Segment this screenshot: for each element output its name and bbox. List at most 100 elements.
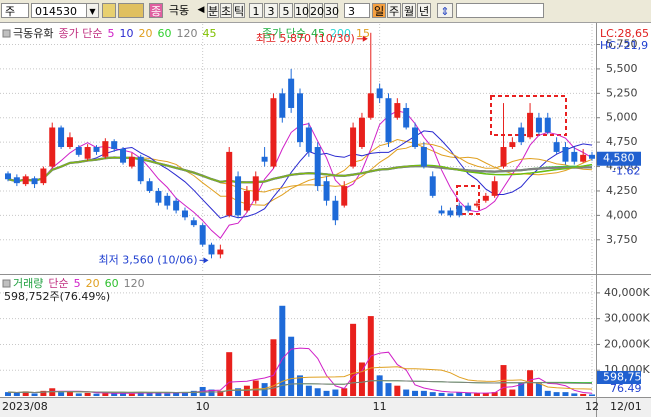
volume-bar	[332, 389, 339, 396]
scroll-left[interactable]: ◀	[197, 5, 205, 15]
volume-bar	[553, 392, 560, 396]
toolbar-button[interactable]: 월	[402, 3, 416, 18]
candle-body	[518, 127, 525, 143]
legend-icon	[2, 279, 11, 288]
search-icon[interactable]	[102, 3, 116, 18]
toolbar-button[interactable]: 20	[309, 3, 324, 18]
y-tick-label: 4,250	[606, 184, 638, 197]
moving-average	[7, 347, 593, 394]
candle-body	[589, 154, 595, 159]
candle-body	[527, 112, 534, 138]
volume-bar	[562, 392, 569, 396]
volume-bar	[128, 393, 135, 396]
dropdown[interactable]: ▼	[86, 3, 99, 18]
legend-label: 120	[124, 277, 145, 290]
candle-body	[580, 154, 587, 162]
candle-body	[447, 210, 454, 216]
volume-bar	[22, 391, 29, 396]
volume-bar	[102, 393, 109, 396]
volume-bar	[482, 393, 489, 396]
toolbar-button[interactable]: 초	[220, 3, 232, 18]
volume-bar	[84, 392, 91, 396]
volume-tag-label: 598,75	[603, 371, 642, 384]
y-tick-label: 40,000K	[604, 286, 650, 299]
legend-label: 종가 단순	[58, 27, 102, 40]
candle-body	[155, 190, 162, 203]
candle-body	[456, 205, 463, 216]
candle-body	[323, 181, 330, 201]
hc-label: HC:-21,9	[600, 39, 648, 52]
candle-body	[420, 147, 427, 167]
volume-bar	[297, 375, 303, 396]
legend-label: 10	[119, 27, 133, 40]
y-tick-label: 30,000K	[604, 312, 650, 325]
candle-body	[146, 181, 153, 191]
candle-body	[544, 117, 551, 133]
candle-body	[403, 107, 410, 128]
candle-body	[243, 190, 250, 211]
candle-body	[208, 244, 215, 255]
toggle-icon[interactable]: ⇕	[437, 3, 453, 18]
volume-bar	[243, 385, 250, 396]
toolbar-button[interactable]: 1	[249, 3, 263, 18]
background	[0, 22, 651, 417]
price-tag-label: 4,580	[603, 152, 635, 165]
candle-body	[93, 147, 100, 152]
volume-bar	[40, 390, 47, 396]
volume-bar	[527, 370, 534, 396]
volume-bar	[589, 394, 595, 396]
y-tick-label: 5,250	[606, 86, 638, 99]
badge: 종	[149, 3, 163, 18]
legend-label: 15	[356, 27, 370, 40]
toolbar-button[interactable]: 틱	[233, 3, 245, 18]
volume-bar	[13, 392, 20, 396]
volume-bar	[173, 392, 180, 396]
volume-bar	[208, 389, 215, 396]
volume-bar	[190, 390, 197, 396]
volume-bar	[270, 339, 277, 396]
candle-body	[350, 127, 357, 167]
toolbar-button[interactable]: 년	[417, 3, 431, 18]
y-tick-label: 4,750	[606, 135, 638, 148]
toolbar-button[interactable]: 분	[207, 3, 219, 18]
volume-bar	[580, 393, 587, 396]
volume-info: 598,752주(76.49%)	[4, 290, 110, 303]
sound-icon[interactable]	[118, 3, 144, 18]
y-tick-label: 5,750	[606, 38, 638, 51]
legend-label: 5	[74, 277, 81, 290]
ratio-tag-label: 76.49	[610, 382, 642, 395]
candle-body	[111, 141, 118, 149]
toolbar-button[interactable]: 10	[294, 3, 309, 18]
x-tick-label: 10	[196, 400, 210, 413]
candle-body	[173, 200, 180, 211]
toolbar-button[interactable]: 일	[372, 3, 386, 18]
volume-bar	[120, 392, 127, 396]
volume-bar	[518, 383, 525, 396]
volume-bar	[75, 393, 82, 396]
volume-bar	[412, 390, 419, 396]
volume-bar	[181, 392, 188, 396]
volume-bar	[420, 390, 427, 396]
toolbar-button[interactable]: 5	[279, 3, 293, 18]
candle-body	[128, 156, 135, 167]
blank-input[interactable]	[456, 3, 544, 18]
toolbar-button[interactable]: 주	[387, 3, 401, 18]
candle-body	[332, 200, 339, 221]
candle-body	[509, 142, 516, 148]
candle-body	[562, 147, 569, 162]
note-arrowhead	[362, 35, 368, 42]
code-input[interactable]: 014530	[31, 3, 99, 18]
candle-body	[22, 176, 29, 185]
y-tick-label: 20,000K	[604, 337, 650, 350]
toolbar-button[interactable]: 30	[324, 3, 339, 18]
market-select[interactable]: 주	[1, 3, 29, 18]
candle-body	[473, 203, 480, 206]
count-input[interactable]: 3	[344, 3, 370, 18]
legend-label: 45	[311, 27, 325, 40]
toolbar-button[interactable]: 3	[264, 3, 278, 18]
volume-bar	[571, 393, 578, 396]
change-label: -1.62	[612, 165, 640, 178]
volume-bar	[403, 389, 410, 396]
volume-bar	[456, 392, 463, 396]
candle-body	[358, 117, 365, 148]
